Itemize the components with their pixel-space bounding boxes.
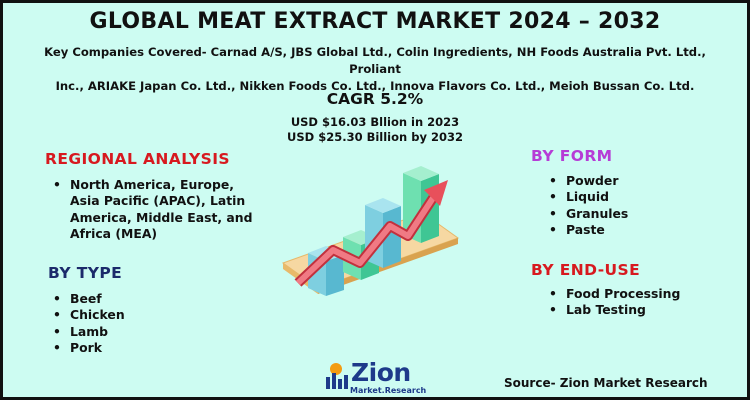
zion-logo-icon bbox=[326, 363, 348, 389]
cagr-value: CAGR 5.2% bbox=[326, 90, 424, 108]
by-form-heading: BY FORM bbox=[531, 147, 613, 165]
list-item: Food Processing bbox=[546, 286, 680, 303]
key-companies-line-1: Key Companies Covered- Carnad A/S, JBS G… bbox=[44, 45, 706, 76]
list-item: Powder bbox=[546, 173, 628, 190]
zion-logo: Zion Market.Research bbox=[321, 357, 426, 397]
list-item: Lab Testing bbox=[546, 302, 680, 319]
source-credit: Source- Zion Market Research bbox=[504, 376, 708, 390]
list-item: North America, Europe, Asia Pacific (APA… bbox=[50, 177, 265, 242]
by-form-list: Powder Liquid Granules Paste bbox=[546, 173, 628, 238]
logo-wordmark: Zion bbox=[351, 358, 411, 387]
logo-subtitle: Market.Research bbox=[350, 386, 427, 395]
list-item: Liquid bbox=[546, 189, 628, 206]
by-type-list: Beef Chicken Lamb Pork bbox=[50, 291, 125, 356]
bar-growth-illustration bbox=[281, 166, 460, 296]
list-item: Chicken bbox=[50, 307, 125, 324]
page-title: GLOBAL MEAT EXTRACT MARKET 2024 – 2032 bbox=[89, 9, 661, 34]
key-companies: Key Companies Covered- Carnad A/S, JBS G… bbox=[17, 44, 733, 95]
by-end-use-list: Food Processing Lab Testing bbox=[546, 286, 680, 319]
regional-analysis-list: North America, Europe, Asia Pacific (APA… bbox=[50, 177, 265, 242]
list-item: Granules bbox=[546, 206, 628, 223]
list-item: Beef bbox=[50, 291, 125, 308]
regional-analysis-heading: REGIONAL ANALYSIS bbox=[45, 150, 230, 168]
market-size-2023: USD $16.03 Bllion in 2023 bbox=[290, 115, 460, 129]
by-type-heading: BY TYPE bbox=[48, 264, 123, 282]
by-end-use-heading: BY END-USE bbox=[531, 261, 641, 279]
list-item: Pork bbox=[50, 340, 125, 357]
list-item: Paste bbox=[546, 222, 628, 239]
market-size-2032: USD $25.30 Billion by 2032 bbox=[287, 130, 463, 144]
list-item: Lamb bbox=[50, 324, 125, 341]
key-companies-line-2: Inc., ARIAKE Japan Co. Ltd., Nikken Food… bbox=[55, 79, 695, 93]
